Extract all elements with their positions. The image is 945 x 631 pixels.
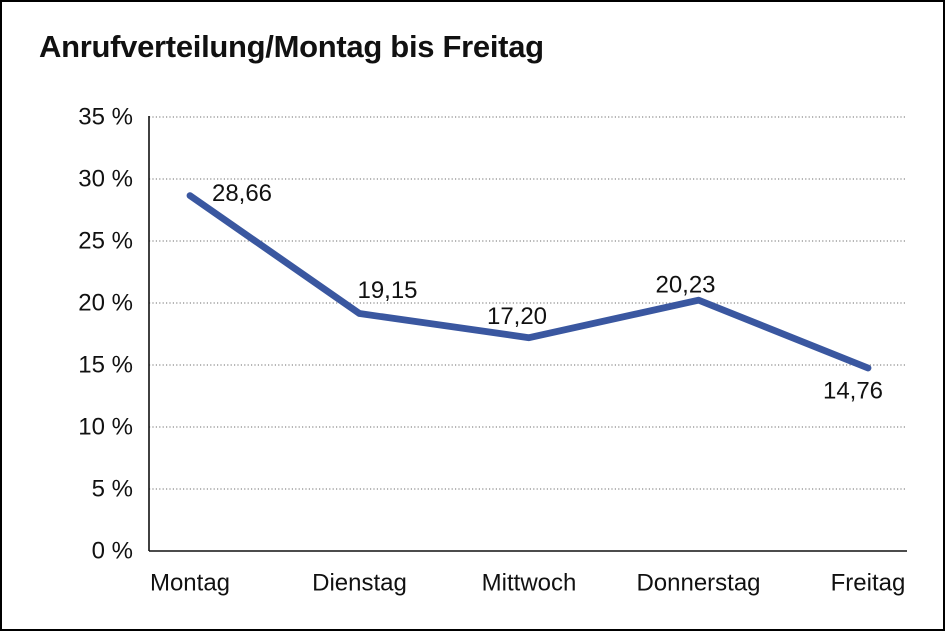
y-tick-label: 35 % bbox=[78, 104, 133, 131]
y-tick-label: 15 % bbox=[78, 352, 133, 379]
series-line bbox=[186, 192, 872, 372]
y-tick-label: 30 % bbox=[78, 166, 133, 193]
x-category-label: Mittwoch bbox=[482, 570, 577, 597]
data-label: 28,66 bbox=[212, 180, 272, 207]
data-label: 20,23 bbox=[655, 272, 715, 299]
chart-title: Anrufverteilung/Montag bis Freitag bbox=[39, 29, 544, 64]
y-tick-label: 10 % bbox=[78, 414, 133, 441]
y-tick-label: 25 % bbox=[78, 228, 133, 255]
y-tick-label: 20 % bbox=[78, 290, 133, 317]
x-category-label: Montag bbox=[150, 570, 230, 597]
data-label: 19,15 bbox=[357, 277, 417, 304]
data-label: 17,20 bbox=[487, 303, 547, 330]
x-category-label: Donnerstag bbox=[636, 570, 760, 597]
x-category-label: Dienstag bbox=[312, 570, 407, 597]
y-tick-label: 5 % bbox=[92, 476, 133, 503]
x-category-label: Freitag bbox=[831, 570, 906, 597]
y-tick-label: 0 % bbox=[92, 538, 133, 565]
data-label: 14,76 bbox=[823, 377, 883, 404]
